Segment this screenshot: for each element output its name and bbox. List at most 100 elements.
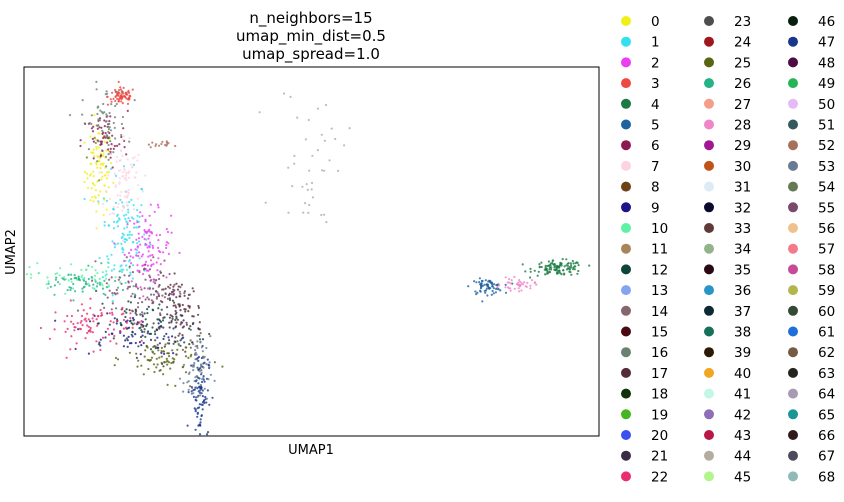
scatter-point [548,266,552,269]
scatter-point [140,364,143,367]
scatter-point [107,148,110,151]
legend-label: 22 [651,469,668,485]
scatter-point [107,128,110,131]
scatter-point [200,356,203,360]
scatter-point [142,373,145,376]
legend-marker [788,450,798,461]
scatter-point [85,268,88,271]
scatter-point [170,293,173,296]
scatter-point [201,408,204,411]
scatter-point [160,355,163,358]
scatter-point [114,184,117,187]
legend-label: 26 [734,76,751,92]
scatter-point [165,360,168,363]
scatter-point [113,242,116,245]
legend-marker [704,367,714,378]
scatter-point [67,273,70,276]
scatter-point [167,142,170,145]
scatter-point [67,279,70,282]
scatter-point [200,386,203,389]
scatter-point [141,214,144,218]
scatter-point [199,389,202,392]
scatter-point [157,346,160,349]
scatter-point [127,176,130,179]
scatter-point [125,256,128,259]
scatter-point [95,145,98,148]
scatter-point [152,287,155,290]
scatter-point [92,320,95,323]
legend-label: 56 [818,221,835,237]
scatter-point [106,296,109,299]
legend-item: 36 [704,283,751,299]
scatter-point [87,325,90,328]
scatter-point [134,333,137,336]
scatter-point [148,214,151,217]
scatter-point [96,324,99,327]
scatter-point [189,385,192,388]
scatter-point [174,336,177,339]
scatter-point [111,212,114,215]
scatter-point [206,431,210,434]
legend-label: 45 [734,469,751,485]
scatter-point [83,318,86,321]
scatter-point [109,162,113,165]
legend-item: 49 [788,76,835,92]
scatter-point [136,322,139,325]
legend-label: 6 [651,138,660,154]
scatter-point [95,88,98,91]
scatter-point [544,273,547,276]
legend-label: 63 [818,366,835,382]
scatter-point [135,252,138,255]
scatter-point [163,259,166,262]
scatter-point [115,155,118,158]
scatter-point [87,318,90,321]
scatter-point [109,156,112,159]
scatter-point [103,220,106,224]
scatter-point [184,350,187,353]
scatter-point [126,223,129,226]
scatter-point [95,210,98,213]
scatter-point [348,127,351,130]
scatter-point [91,265,94,269]
scatter-point [86,177,89,180]
scatter-point [121,308,124,311]
scatter-point [98,160,101,163]
scatter-point [204,395,207,399]
scatter-point [63,320,66,323]
scatter-point [119,159,122,162]
scatter-point [139,335,143,339]
scatter-point [97,132,100,135]
legend-item: 66 [788,428,835,444]
legend-marker [621,57,631,68]
legend-item: 55 [788,200,835,216]
legend-label: 20 [651,428,668,444]
scatter-point [183,294,186,297]
legend-label: 58 [818,262,835,278]
scatter-point [90,122,93,126]
scatter-point [124,315,127,319]
scatter-point [98,179,101,182]
legend-marker [788,243,798,254]
scatter-point [172,292,175,296]
scatter-point [95,148,98,151]
scatter-point [577,269,580,273]
scatter-point [112,181,115,184]
scatter-point [83,170,87,174]
scatter-point [100,171,103,174]
scatter-point [199,418,202,421]
scatter-point [343,144,346,147]
scatter-point [195,396,198,399]
scatter-point [125,201,128,204]
legend-label: 51 [818,118,835,134]
legend-label: 9 [651,200,660,216]
scatter-point [54,319,57,322]
scatter-point [291,185,294,188]
scatter-point [123,259,126,263]
scatter-point [95,340,98,343]
scatter-point [93,113,96,117]
scatter-point [574,262,577,265]
scatter-point [473,280,476,283]
scatter-point [120,190,123,194]
legend-marker [788,285,798,296]
scatter-point [127,194,130,197]
